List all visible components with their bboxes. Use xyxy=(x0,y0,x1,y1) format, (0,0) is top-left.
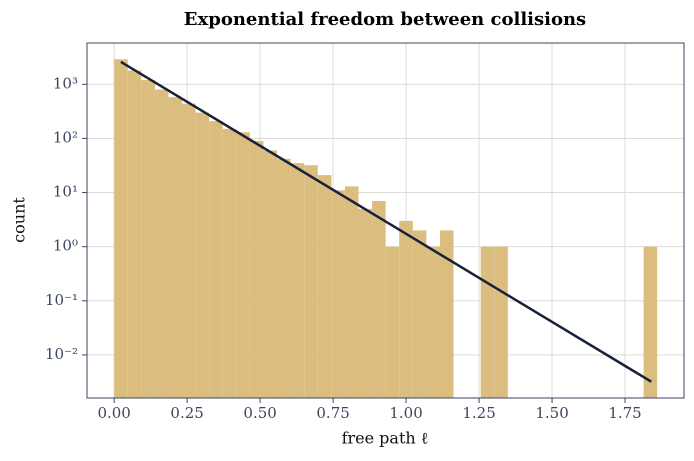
bar xyxy=(290,163,305,398)
x-axis-label: free path ℓ xyxy=(342,429,429,448)
x-tick-label: 1.50 xyxy=(535,404,568,422)
fit-line xyxy=(120,60,652,383)
bar xyxy=(480,246,495,398)
x-tick-label: 1.25 xyxy=(462,404,495,422)
bar xyxy=(222,128,237,398)
bar xyxy=(385,246,400,398)
bar xyxy=(358,208,373,398)
bar xyxy=(426,246,440,398)
y-tick-label: 10² xyxy=(53,128,78,146)
y-tick-label: 10³ xyxy=(53,74,78,92)
x-tick-label: 0.75 xyxy=(316,404,349,422)
bar xyxy=(236,132,250,398)
bar xyxy=(127,70,142,398)
bar xyxy=(331,190,345,398)
bar xyxy=(412,230,427,398)
y-tick-label: 10⁻² xyxy=(45,345,78,363)
y-tick-label: 10⁻¹ xyxy=(45,291,78,309)
bar xyxy=(643,246,658,398)
bar xyxy=(195,112,210,398)
bar xyxy=(399,220,413,398)
bar xyxy=(439,230,454,398)
x-tick-label: 0.25 xyxy=(170,404,203,422)
x-tick-label: 0.50 xyxy=(243,404,276,422)
bar xyxy=(154,89,169,398)
x-tick-label: 0.00 xyxy=(97,404,130,422)
bar xyxy=(494,246,508,398)
chart-title: Exponential freedom between collisions xyxy=(184,9,586,30)
bar xyxy=(209,121,223,399)
y-tick-label: 10⁰ xyxy=(53,237,78,255)
bar xyxy=(304,165,318,398)
bar xyxy=(277,158,291,398)
x-tick-label: 1.75 xyxy=(608,404,641,422)
bar xyxy=(168,97,183,399)
bar xyxy=(249,140,264,398)
bar xyxy=(317,175,332,398)
plot-frame xyxy=(86,42,685,399)
bar xyxy=(372,200,386,398)
bar xyxy=(344,186,359,398)
bar xyxy=(263,150,278,398)
bar xyxy=(141,80,155,398)
y-axis-label: count xyxy=(10,197,29,243)
x-tick-label: 1.00 xyxy=(389,404,422,422)
bar xyxy=(182,103,196,399)
y-tick-label: 10¹ xyxy=(53,183,78,201)
bar xyxy=(114,59,128,399)
